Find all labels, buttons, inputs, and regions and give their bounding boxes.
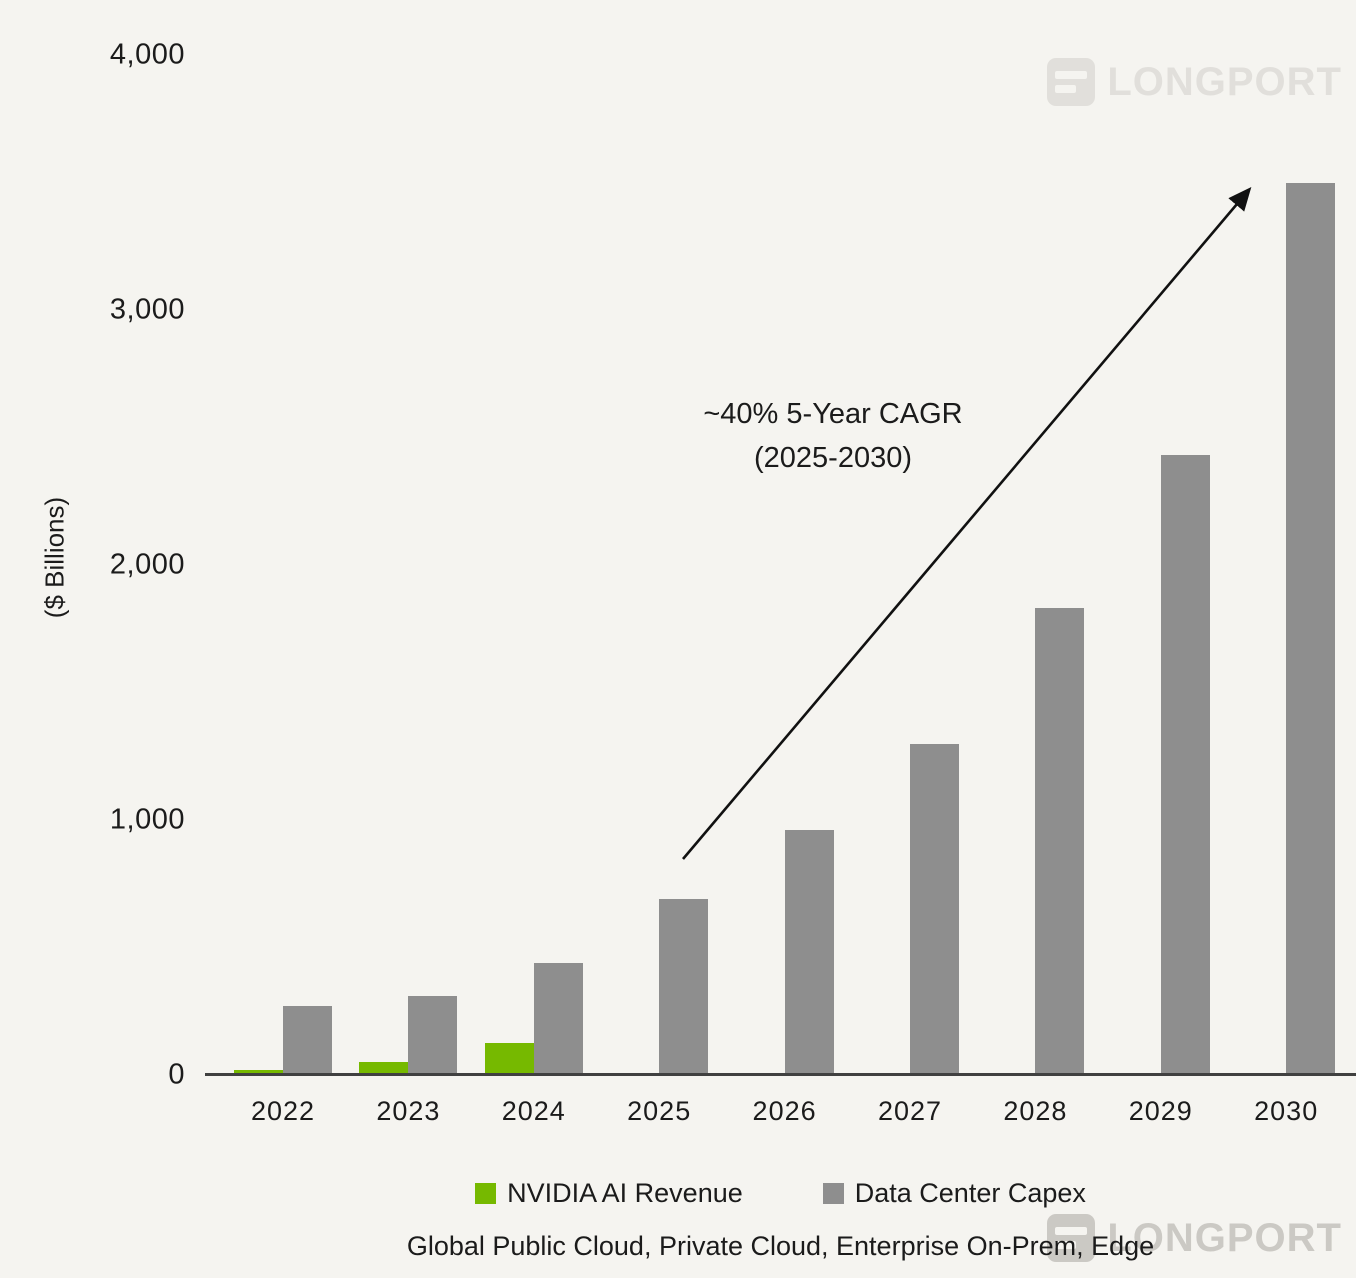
bar-data-center-capex-2025 — [659, 899, 709, 1075]
legend-item: Data Center Capex — [822, 1178, 1086, 1209]
y-axis-title: ($ Billions) — [39, 496, 70, 619]
bar-data-center-capex-2024 — [533, 962, 583, 1075]
bar-data-center-capex-2030 — [1286, 182, 1336, 1075]
legend-swatch — [822, 1183, 844, 1204]
cagr-annotation-line2: (2025-2030) — [753, 441, 912, 474]
chart-legend: NVIDIA AI Revenue Data Center Capex — [205, 1178, 1356, 1209]
bar-data-center-capex-2026 — [784, 830, 834, 1075]
y-axis-tick-label: 1,000 — [109, 803, 185, 836]
x-axis-tick-label: 2023 — [376, 1096, 441, 1126]
bar-nvidia-ai-revenue-2024 — [484, 1043, 534, 1075]
y-axis-tick-label: 3,000 — [109, 293, 185, 326]
legend-item: NVIDIA AI Revenue — [475, 1178, 743, 1209]
longport-watermark-top: LONGPORT — [1047, 58, 1342, 106]
x-axis-tick-label: 2022 — [250, 1096, 316, 1126]
y-axis-tick-label: 0 — [168, 1058, 185, 1091]
longport-logo-icon — [1047, 58, 1096, 106]
cagr-annotation-line1: ~40% 5-Year CAGR — [703, 398, 963, 430]
bar-nvidia-ai-revenue-2022 — [234, 1069, 283, 1075]
cagr-annotation: ~40% 5-Year CAGR (2025-2030) — [703, 393, 962, 480]
longport-watermark-text: LONGPORT — [1107, 1215, 1342, 1260]
longport-logo-icon — [1047, 1214, 1096, 1262]
y-axis-tick-label: 4,000 — [109, 38, 185, 71]
longport-watermark-text: LONGPORT — [1107, 59, 1342, 104]
bar-data-center-capex-2028 — [1035, 608, 1085, 1075]
x-axis-tick-label: 2025 — [627, 1096, 692, 1126]
x-axis-tick-label: 2024 — [501, 1096, 566, 1126]
legend-label: NVIDIA AI Revenue — [507, 1178, 743, 1208]
bar-data-center-capex-2027 — [910, 743, 959, 1075]
bar-nvidia-ai-revenue-2023 — [359, 1062, 409, 1075]
bar-data-center-capex-2022 — [283, 1006, 332, 1075]
x-axis-tick-label: 2028 — [1003, 1096, 1068, 1126]
x-axis-tick-label: 2029 — [1128, 1096, 1193, 1126]
x-axis-tick-label: 2027 — [877, 1096, 943, 1126]
legend-swatch — [475, 1183, 497, 1204]
chart-footnote: Global Public Cloud, Private Cloud, Ente… — [406, 1231, 1155, 1261]
x-axis-line — [205, 1073, 1356, 1076]
y-axis-tick-label: 2,000 — [109, 548, 185, 581]
bar-data-center-capex-2029 — [1160, 455, 1210, 1075]
bar-data-center-capex-2023 — [408, 995, 458, 1075]
x-axis-tick-label: 2030 — [1254, 1096, 1319, 1126]
x-axis-tick-label: 2026 — [752, 1096, 817, 1126]
longport-watermark-bottom: LONGPORT — [1047, 1214, 1342, 1262]
legend-label: Data Center Capex — [854, 1178, 1086, 1208]
